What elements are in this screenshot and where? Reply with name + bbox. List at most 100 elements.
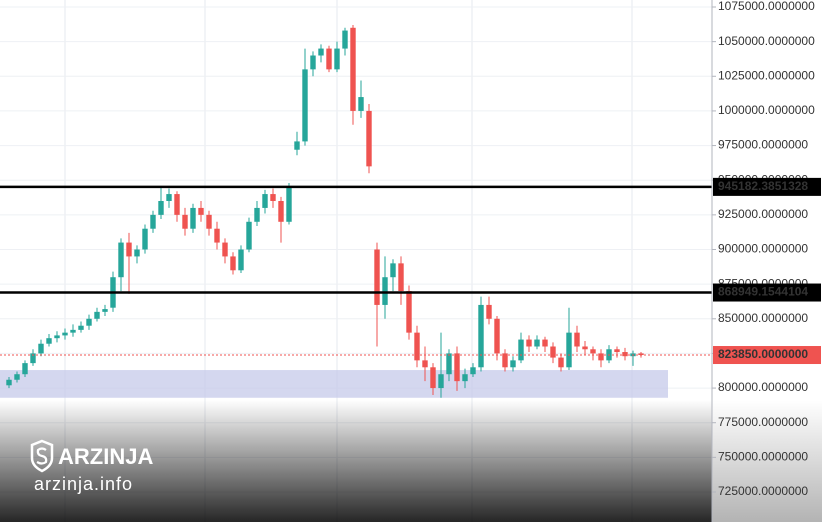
candle-body [294, 141, 300, 150]
candle-body [30, 353, 36, 364]
candle-body [510, 360, 516, 368]
y-tick-label: 850000.0000000 [718, 311, 808, 325]
candle-body [134, 249, 140, 257]
candle-body [534, 339, 540, 347]
candle-body [342, 30, 348, 49]
candle-body [286, 187, 292, 222]
candle-body [118, 242, 124, 278]
candle-body [550, 346, 556, 358]
candle-body [374, 249, 380, 305]
y-tick-label: 1000000.0000000 [718, 103, 815, 117]
candle-body [238, 249, 244, 271]
candle-body [478, 304, 484, 368]
candle-body [62, 332, 68, 336]
candle-body [622, 352, 628, 357]
candle-body [318, 48, 324, 56]
candle-body [78, 325, 84, 330]
candle-body [22, 363, 28, 375]
shade [0, 400, 712, 522]
candle-body [102, 309, 108, 312]
y-tick-label: 1050000.0000000 [718, 34, 815, 48]
brand-site: arzinja.info [34, 474, 133, 494]
candle-body [86, 318, 92, 326]
candle-body [470, 367, 476, 375]
y-tick-label: 900000.0000000 [718, 242, 808, 256]
candle-body [414, 332, 420, 361]
candle-body [486, 304, 492, 319]
level-label-bg [713, 177, 821, 196]
candle-body [614, 349, 620, 353]
zone [0, 370, 668, 398]
candle-body [254, 207, 260, 222]
candle-body [94, 311, 100, 319]
candle-body [566, 332, 572, 368]
candle-body [38, 343, 44, 354]
candle-body [46, 338, 52, 344]
candle-body [158, 200, 164, 215]
level-label: 868949.1544104 [718, 285, 808, 299]
y-tick-label: 725000.0000000 [718, 484, 808, 498]
candle-body [246, 221, 252, 250]
candle-body [326, 48, 332, 70]
level-label: 945182.3851328 [718, 179, 808, 193]
candle-body [6, 379, 12, 386]
candle-body [206, 214, 212, 229]
logo-s [36, 447, 48, 465]
candle-body [150, 214, 156, 229]
candle-body [542, 339, 548, 347]
candle-body [462, 374, 468, 382]
y-tick-label: 1025000.0000000 [718, 68, 815, 82]
brand-name: ARZINJA [58, 444, 153, 469]
price-axis-shade [712, 400, 822, 522]
candle-body [334, 48, 340, 70]
candle-body [270, 194, 276, 201]
candle-body [278, 200, 284, 222]
y-tick-label: 800000.0000000 [718, 380, 808, 394]
candle-body [422, 360, 428, 368]
candle-body [638, 353, 644, 356]
candle-body [382, 277, 388, 305]
candle-body [526, 339, 532, 347]
candle-body [454, 353, 460, 382]
y-tick-label: 975000.0000000 [718, 138, 808, 152]
candle-body [190, 207, 196, 229]
candle-body [398, 263, 404, 292]
watermark: ARZINJA arzinja.info [30, 439, 153, 494]
candle-body [574, 332, 580, 347]
candle-body [598, 353, 604, 361]
candle-body [590, 349, 596, 354]
candle-body [446, 353, 452, 375]
candle-body [302, 69, 308, 142]
candle-body [366, 110, 372, 167]
candle-body [126, 242, 132, 257]
last-price-label: 823850.0000000 [718, 347, 808, 361]
candle-body [230, 256, 236, 271]
candle-body [174, 194, 180, 215]
candle-body [166, 194, 172, 201]
candle-body [262, 194, 268, 208]
level-label-bg [713, 283, 821, 302]
candle-body [214, 228, 220, 243]
candle-body [70, 329, 76, 333]
candle-body [198, 207, 204, 215]
last-price-bg [713, 346, 821, 365]
candle-body [14, 374, 20, 380]
candle-body [222, 242, 228, 257]
candle-body [438, 374, 444, 389]
y-tick-label: 750000.0000000 [718, 450, 808, 464]
candle-body [558, 357, 564, 368]
candle-body [142, 228, 148, 250]
y-tick-label: 1075000.0000000 [718, 0, 815, 13]
logo-icon [30, 439, 54, 473]
candle-body [350, 27, 356, 111]
candle-body [430, 367, 436, 389]
y-tick-label: 775000.0000000 [718, 415, 808, 429]
candle-body [502, 353, 508, 368]
candle-body [390, 263, 396, 278]
candle-body [182, 214, 188, 229]
candle-body [582, 346, 588, 350]
candle-body [406, 291, 412, 333]
candle-body [494, 318, 500, 354]
y-tick-label: 925000.0000000 [718, 207, 808, 221]
